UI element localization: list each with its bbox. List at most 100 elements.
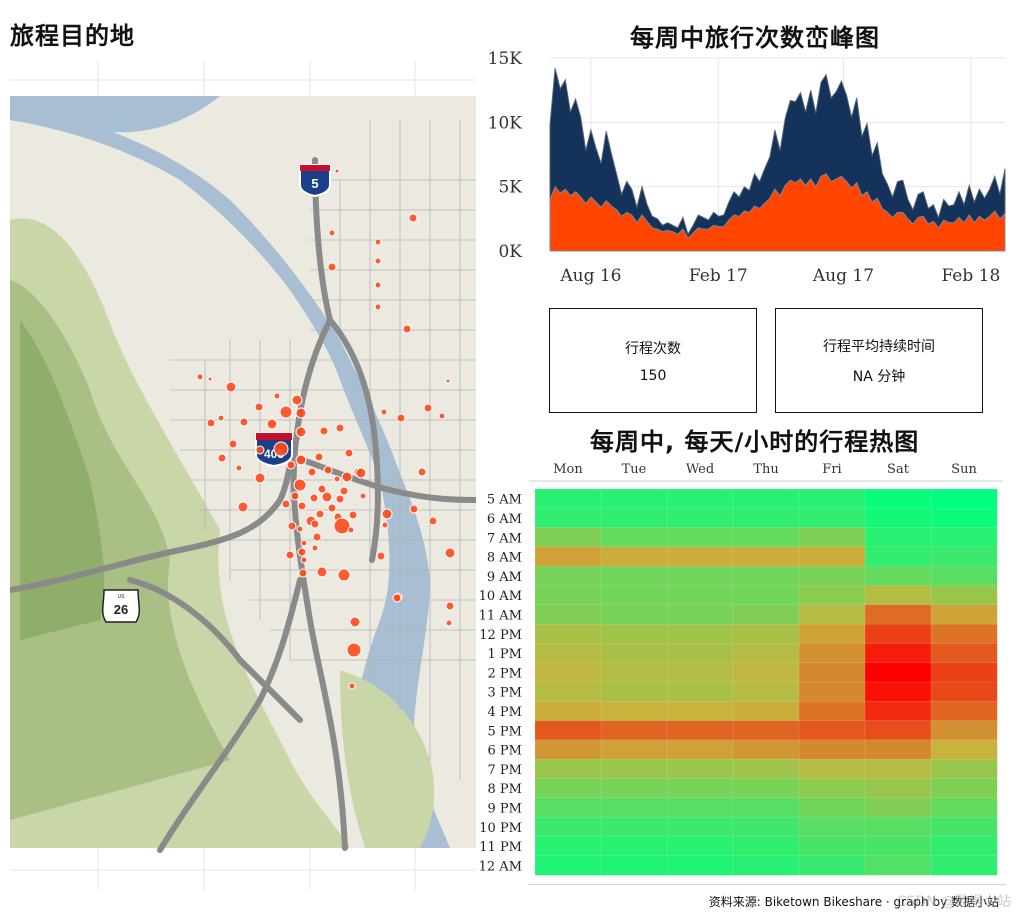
heatmap-cell[interactable]	[930, 546, 998, 567]
heatmap-cell[interactable]	[930, 836, 998, 857]
heatmap-cell[interactable]	[930, 508, 998, 529]
heatmap-cell[interactable]	[930, 739, 998, 760]
heatmap-cell[interactable]	[534, 604, 602, 625]
heatmap-cell[interactable]	[600, 816, 668, 837]
trip-destination-point[interactable]	[374, 257, 382, 265]
heatmap-cell[interactable]	[600, 585, 668, 606]
heatmap-cell[interactable]	[732, 623, 800, 644]
heatmap-cell[interactable]	[600, 527, 668, 548]
area-series-total[interactable]	[549, 68, 1006, 252]
trip-destination-point[interactable]	[196, 373, 204, 381]
trip-destination-points[interactable]	[196, 168, 456, 690]
heatmap-cell[interactable]	[864, 643, 932, 664]
trip-destination-point[interactable]	[290, 491, 300, 501]
heatmap-cell[interactable]	[600, 623, 668, 644]
trip-destination-point[interactable]	[309, 493, 319, 503]
heatmap-cell[interactable]	[864, 778, 932, 799]
heatmap-cell[interactable]	[798, 816, 866, 837]
heatmap-cell[interactable]	[798, 701, 866, 722]
trip-destination-point[interactable]	[217, 453, 227, 463]
trip-destination-point[interactable]	[235, 464, 243, 472]
heatmap-cell[interactable]	[798, 778, 866, 799]
heatmap-cell[interactable]	[930, 720, 998, 741]
heatmap-cell[interactable]	[534, 546, 602, 567]
heatmap-cell[interactable]	[864, 681, 932, 702]
trip-destination-point[interactable]	[344, 448, 354, 458]
heatmap-cell[interactable]	[666, 720, 734, 741]
heatmap-cell[interactable]	[930, 701, 998, 722]
area-chart-canvas[interactable]: 0K 5K 10K 15K Aug 16 Feb 17 Aug 17 Feb 18	[480, 46, 1010, 296]
heatmap-cell[interactable]	[798, 643, 866, 664]
heatmap-cell[interactable]	[732, 488, 800, 509]
heatmap-cell[interactable]	[864, 488, 932, 509]
trip-destination-point[interactable]	[380, 408, 388, 416]
heatmap-cell[interactable]	[732, 604, 800, 625]
heatmap-cell[interactable]	[864, 604, 932, 625]
heatmap-cell[interactable]	[930, 778, 998, 799]
heatmap-cell[interactable]	[732, 662, 800, 683]
heatmap-cell[interactable]	[864, 546, 932, 567]
trip-destination-point[interactable]	[315, 509, 325, 519]
heatmap-cell[interactable]	[930, 643, 998, 664]
heatmap-cell[interactable]	[534, 836, 602, 857]
heatmap-cell[interactable]	[732, 508, 800, 529]
heatmap-cell[interactable]	[930, 623, 998, 644]
heatmap-cell[interactable]	[600, 488, 668, 509]
heatmap-cell[interactable]	[798, 546, 866, 567]
heatmap-cell[interactable]	[600, 797, 668, 818]
trip-destination-point[interactable]	[381, 508, 393, 520]
heatmap-cell[interactable]	[600, 565, 668, 587]
heatmap-cell[interactable]	[600, 508, 668, 529]
trip-destination-point[interactable]	[286, 460, 296, 470]
trip-destination-point[interactable]	[376, 551, 386, 561]
trip-destination-point[interactable]	[300, 556, 308, 564]
trip-destination-point[interactable]	[392, 593, 402, 603]
trip-destination-point[interactable]	[381, 521, 389, 529]
trip-destination-point[interactable]	[428, 516, 438, 526]
heatmap-cell[interactable]	[798, 797, 866, 818]
heatmap-cell[interactable]	[732, 797, 800, 818]
trip-destination-point[interactable]	[348, 682, 356, 690]
trip-destination-point[interactable]	[312, 532, 322, 542]
heatmap-cell[interactable]	[600, 604, 668, 625]
heatmap-cell[interactable]	[732, 643, 800, 664]
heatmap-cell[interactable]	[666, 816, 734, 837]
heatmap-cell[interactable]	[864, 720, 932, 741]
trip-destination-point[interactable]	[402, 324, 412, 334]
trip-destination-point[interactable]	[314, 452, 324, 462]
heatmap-cell[interactable]	[600, 546, 668, 567]
heatmap-cell[interactable]	[666, 701, 734, 722]
heatmap-cell[interactable]	[534, 816, 602, 837]
trip-destination-point[interactable]	[374, 281, 382, 289]
trip-destination-point[interactable]	[295, 407, 307, 419]
heatmap-cell[interactable]	[534, 623, 602, 644]
trip-destination-point[interactable]	[409, 504, 419, 514]
heatmap-cell[interactable]	[534, 488, 602, 509]
heatmap-cell[interactable]	[534, 585, 602, 606]
trip-destination-point[interactable]	[297, 547, 307, 557]
heatmap-cell[interactable]	[864, 739, 932, 760]
heatmap-cell[interactable]	[666, 585, 734, 606]
heatmap-cell[interactable]	[600, 778, 668, 799]
heatmap-cell[interactable]	[600, 643, 668, 664]
trip-destination-point[interactable]	[408, 213, 418, 223]
trip-destination-point[interactable]	[323, 465, 333, 475]
trip-destination-point[interactable]	[417, 467, 427, 477]
heatmap-cell[interactable]	[534, 855, 602, 876]
trip-destination-point[interactable]	[445, 378, 451, 384]
trip-destination-point[interactable]	[347, 526, 355, 534]
trip-destination-point[interactable]	[337, 568, 351, 582]
heatmap-cell[interactable]	[666, 488, 734, 509]
heatmap-cell[interactable]	[666, 836, 734, 857]
heatmap-cell[interactable]	[666, 778, 734, 799]
trip-destination-point[interactable]	[348, 510, 358, 520]
trip-destination-point[interactable]	[335, 423, 345, 433]
trip-destination-point[interactable]	[293, 478, 307, 492]
heatmap-cell[interactable]	[534, 720, 602, 741]
heatmap-cell[interactable]	[666, 508, 734, 529]
heatmap-cell[interactable]	[534, 662, 602, 683]
heatmap-cell[interactable]	[798, 739, 866, 760]
heatmap-cell[interactable]	[930, 527, 998, 548]
heatmap-cell[interactable]	[666, 623, 734, 644]
heatmap-cell[interactable]	[798, 488, 866, 509]
